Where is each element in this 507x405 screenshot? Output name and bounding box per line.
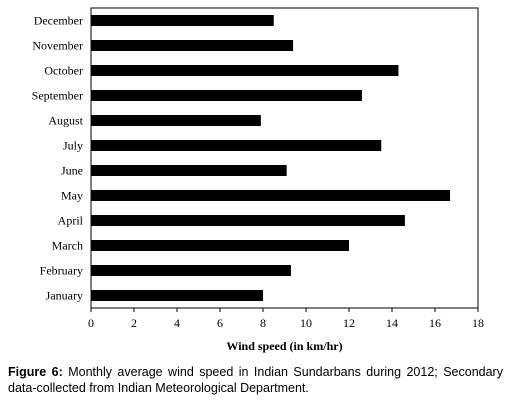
x-tick-label-4: 4: [174, 316, 180, 330]
x-axis-ticks-group: 0 2 4 6 8 10 12 14 16 18: [88, 308, 484, 330]
x-axis-title: Wind speed (in km/hr): [226, 339, 342, 353]
bar-july: [91, 140, 382, 151]
figure-label: Figure 6:: [8, 365, 63, 379]
x-tick-label-6: 6: [217, 316, 223, 330]
category-label-november: November: [32, 39, 83, 53]
bar-october: [91, 65, 399, 76]
category-label-december: December: [34, 14, 83, 28]
bars-group: [91, 15, 451, 301]
category-label-june: June: [61, 164, 83, 178]
category-labels-group: December November October September August Ju…: [32, 14, 84, 303]
x-tick-label-8: 8: [260, 316, 266, 330]
bar-june: [91, 165, 287, 176]
bar-november: [91, 40, 294, 51]
x-tick-label-18: 18: [472, 316, 484, 330]
bar-may: [91, 190, 451, 201]
category-label-august: August: [48, 114, 83, 128]
x-tick-label-0: 0: [88, 316, 94, 330]
category-label-september: September: [32, 89, 83, 103]
bar-august: [91, 115, 261, 126]
bar-february: [91, 265, 291, 276]
figure-caption: Figure 6: Monthly average wind speed in …: [8, 364, 503, 396]
bar-april: [91, 215, 405, 226]
caption-text: Monthly average wind speed in Indian Sun…: [8, 365, 503, 395]
category-label-february: February: [40, 264, 83, 278]
bar-january: [91, 290, 263, 301]
category-label-january: January: [46, 289, 83, 303]
category-label-july: July: [63, 139, 83, 153]
x-tick-label-12: 12: [343, 316, 355, 330]
bar-march: [91, 240, 349, 251]
bar-december: [91, 15, 274, 26]
plot-frame: [90, 7, 479, 309]
x-tick-label-2: 2: [131, 316, 137, 330]
x-tick-label-16: 16: [429, 316, 441, 330]
category-label-october: October: [44, 64, 83, 78]
chart-area: December November October September August Ju…: [32, 7, 484, 353]
category-label-may: May: [61, 189, 83, 203]
category-label-april: April: [58, 214, 84, 228]
category-label-march: March: [52, 239, 83, 253]
x-tick-label-10: 10: [300, 316, 312, 330]
x-tick-label-14: 14: [386, 316, 398, 330]
bar-september: [91, 90, 362, 101]
bar-chart: December November October September August Ju…: [32, 7, 484, 353]
